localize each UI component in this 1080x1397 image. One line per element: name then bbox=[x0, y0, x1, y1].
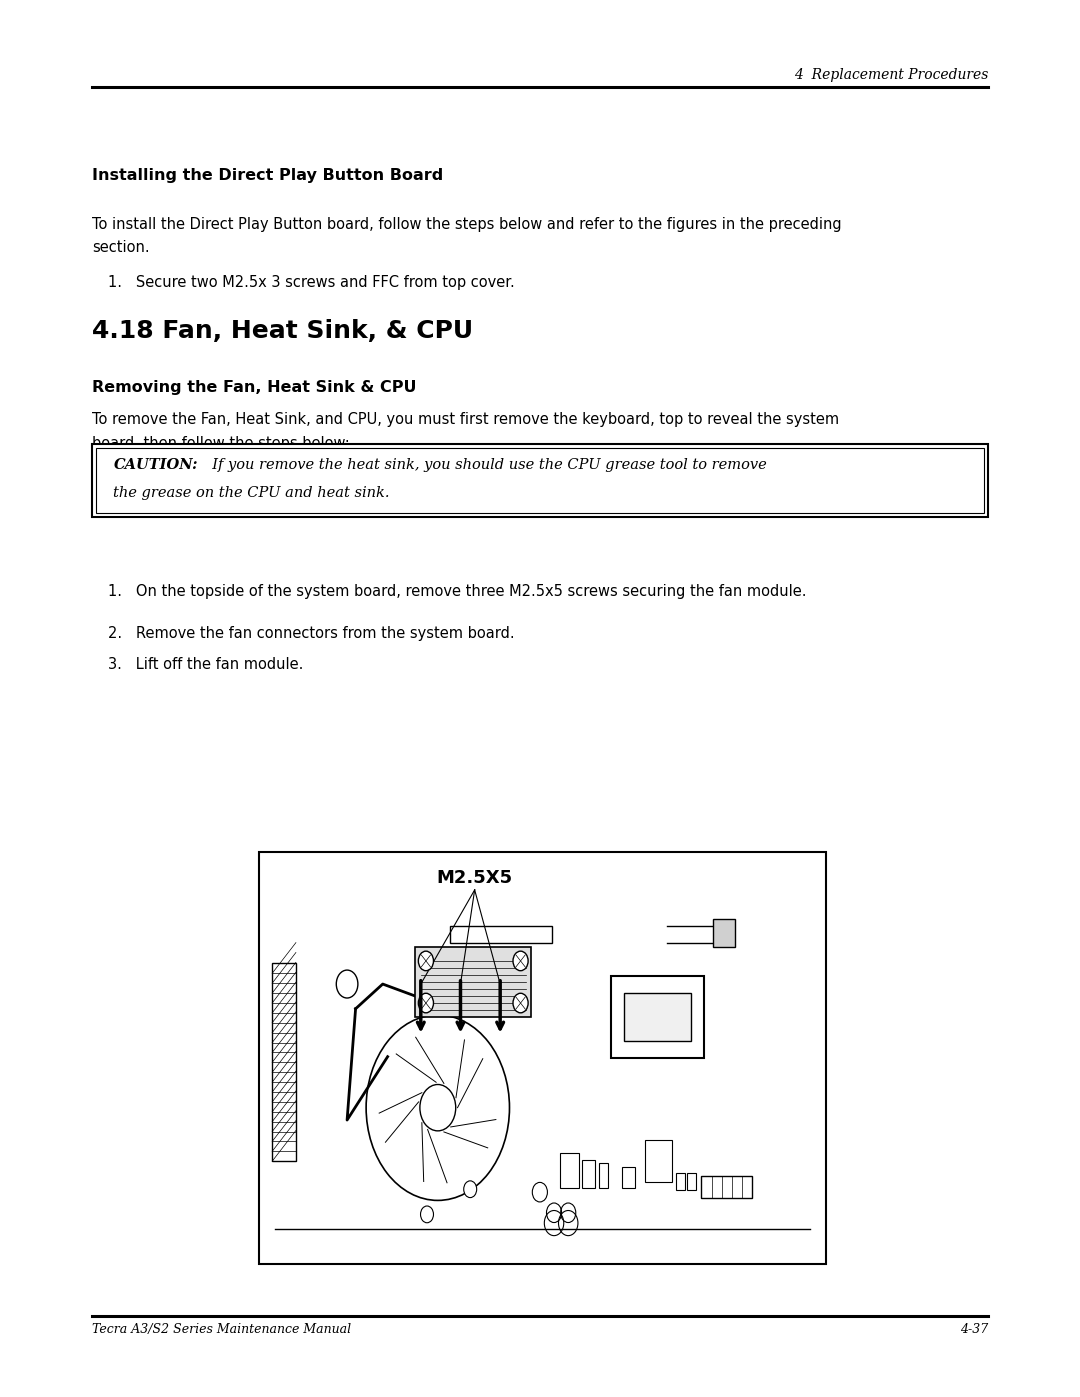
Text: Tecra A3/S2 Series Maintenance Manual: Tecra A3/S2 Series Maintenance Manual bbox=[92, 1323, 351, 1336]
Circle shape bbox=[513, 951, 528, 971]
Text: section.: section. bbox=[92, 240, 149, 256]
Bar bbox=[622, 1166, 635, 1187]
Bar bbox=[450, 926, 552, 943]
Bar bbox=[582, 1160, 595, 1187]
Circle shape bbox=[420, 1084, 456, 1130]
Circle shape bbox=[418, 993, 433, 1013]
Text: M2.5X5: M2.5X5 bbox=[436, 869, 513, 887]
Circle shape bbox=[418, 951, 433, 971]
Circle shape bbox=[513, 993, 528, 1013]
Text: Removing the Fan, Heat Sink & CPU: Removing the Fan, Heat Sink & CPU bbox=[92, 380, 416, 395]
Bar bbox=[259, 852, 826, 1264]
Text: 4-37: 4-37 bbox=[960, 1323, 988, 1336]
Bar bbox=[713, 919, 735, 947]
Text: To install the Direct Play Button board, follow the steps below and refer to the: To install the Direct Play Button board,… bbox=[92, 217, 841, 232]
Text: 1.   On the topside of the system board, remove three M2.5x5 screws securing the: 1. On the topside of the system board, r… bbox=[108, 584, 807, 599]
Text: 2.   Remove the fan connectors from the system board.: 2. Remove the fan connectors from the sy… bbox=[108, 626, 515, 641]
Bar bbox=[559, 1153, 579, 1187]
Bar bbox=[611, 975, 704, 1059]
Text: If you remove the heat sink, you should use the CPU grease tool to remove: If you remove the heat sink, you should … bbox=[203, 458, 767, 472]
Text: 3.   Lift off the fan module.: 3. Lift off the fan module. bbox=[108, 657, 303, 672]
Text: 1.   Secure two M2.5x 3 screws and FFC from top cover.: 1. Secure two M2.5x 3 screws and FFC fro… bbox=[108, 275, 515, 291]
Text: CAUTION:: CAUTION: bbox=[113, 458, 198, 472]
Circle shape bbox=[420, 1206, 433, 1222]
Bar bbox=[599, 1162, 608, 1187]
Bar bbox=[687, 1173, 696, 1190]
Bar bbox=[96, 448, 984, 513]
Bar bbox=[92, 444, 988, 517]
Text: board, then follow the steps below:: board, then follow the steps below: bbox=[92, 436, 350, 451]
Bar bbox=[645, 1140, 672, 1182]
Text: To remove the Fan, Heat Sink, and CPU, you must first remove the keyboard, top t: To remove the Fan, Heat Sink, and CPU, y… bbox=[92, 412, 839, 427]
Bar bbox=[676, 1173, 685, 1190]
Text: 4  Replacement Procedures: 4 Replacement Procedures bbox=[794, 68, 988, 82]
Text: Installing the Direct Play Button Board: Installing the Direct Play Button Board bbox=[92, 168, 443, 183]
Bar bbox=[415, 947, 531, 1017]
Text: the grease on the CPU and heat sink.: the grease on the CPU and heat sink. bbox=[113, 486, 390, 500]
Text: 4.18 Fan, Heat Sink, & CPU: 4.18 Fan, Heat Sink, & CPU bbox=[92, 319, 473, 342]
Bar bbox=[272, 964, 296, 1161]
Bar bbox=[624, 992, 691, 1042]
Circle shape bbox=[463, 1180, 476, 1197]
Bar bbox=[702, 1176, 753, 1199]
